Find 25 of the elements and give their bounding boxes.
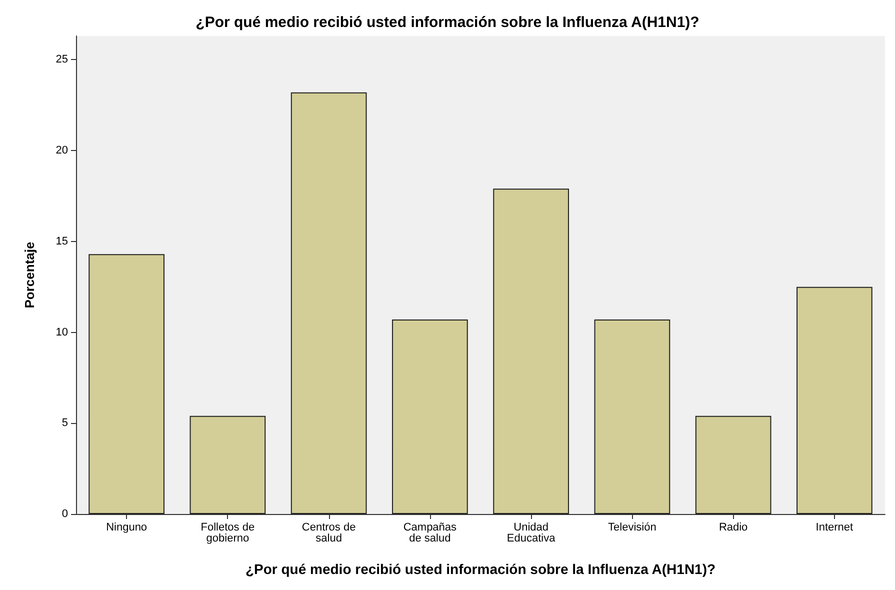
chart-title: ¿Por qué medio recibió usted información sobre la Influenza A(H1N1)? — [196, 14, 700, 31]
x-tick-label: Internet — [816, 522, 854, 534]
x-tick-label: Campañas de salud — [403, 522, 458, 544]
bar — [493, 188, 569, 514]
x-axis-title: ¿Por qué medio recibió usted información sobre la Influenza A(H1N1)? — [245, 561, 716, 577]
y-tick-label: 25 — [56, 54, 68, 66]
x-tick-label: Unidad Educativa — [506, 522, 556, 544]
bar — [392, 320, 468, 514]
bar — [796, 286, 872, 514]
y-tick-label: 5 — [62, 417, 68, 430]
y-axis-title: Porcentaje — [22, 242, 37, 308]
x-tick-label: Ninguno — [106, 522, 148, 534]
bar — [290, 92, 367, 514]
y-tick-label: 15 — [56, 235, 68, 248]
bar — [190, 416, 266, 514]
x-tick-label: Centros de salud — [302, 522, 356, 544]
bar — [88, 254, 164, 514]
y-tick-label: 20 — [56, 144, 68, 156]
bar — [695, 416, 772, 514]
y-tick-label: 10 — [56, 326, 68, 338]
bar — [594, 320, 670, 514]
y-tick-label: 0 — [62, 508, 68, 520]
x-tick-label: Folletos de gobierno — [200, 522, 255, 544]
x-tick-label: Radio — [718, 522, 748, 534]
x-tick-label: Televisión — [608, 522, 656, 534]
